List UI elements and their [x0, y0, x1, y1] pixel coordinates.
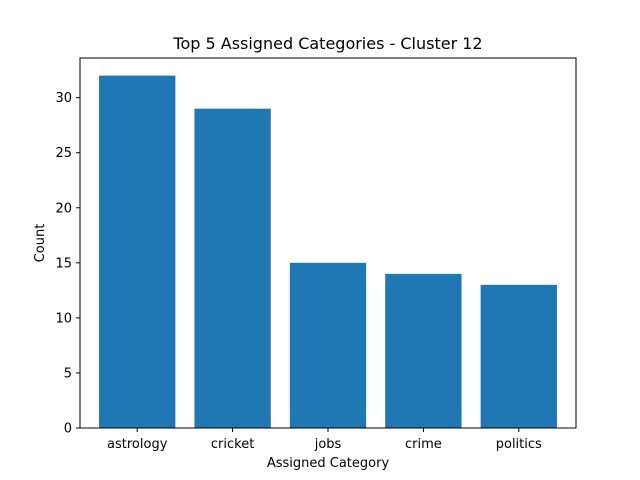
x-tick-label-jobs: jobs	[314, 437, 342, 452]
bar-jobs	[289, 262, 367, 428]
x-tick-label-crime: crime	[405, 437, 442, 452]
y-axis-ticks: 0 5 10 15 20 25 30	[55, 91, 80, 437]
bar-crime	[385, 273, 462, 428]
y-tick-label: 0	[64, 422, 72, 437]
y-tick-label: 30	[55, 91, 72, 106]
bars-group	[99, 75, 557, 429]
y-tick-label: 5	[64, 366, 72, 381]
x-tick-label-cricket: cricket	[211, 437, 254, 452]
y-axis-label: Count	[33, 224, 48, 263]
bar-astrology	[99, 75, 176, 428]
plot-frame	[79, 57, 577, 429]
bar-politics	[480, 284, 557, 428]
y-tick-label: 15	[55, 256, 72, 271]
chart-title: Top 5 Assigned Categories - Cluster 12	[172, 34, 482, 53]
bar-cricket	[194, 108, 271, 429]
x-axis-label: Assigned Category	[267, 456, 390, 471]
x-axis-ticks: astrology cricket jobs crime politics	[107, 428, 542, 452]
y-tick-label: 20	[55, 201, 72, 216]
y-tick-label: 25	[55, 146, 72, 161]
y-tick-label: 10	[55, 311, 72, 326]
x-tick-label-astrology: astrology	[107, 437, 168, 452]
x-tick-label-politics: politics	[496, 437, 542, 452]
